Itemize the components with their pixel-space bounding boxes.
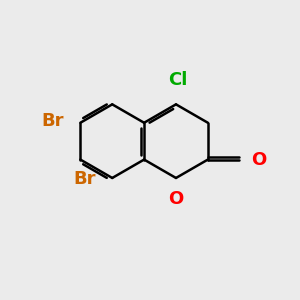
Text: Br: Br <box>42 112 64 130</box>
Text: O: O <box>168 190 184 208</box>
Text: Br: Br <box>74 170 96 188</box>
Text: O: O <box>251 151 267 169</box>
Text: Cl: Cl <box>168 71 187 89</box>
